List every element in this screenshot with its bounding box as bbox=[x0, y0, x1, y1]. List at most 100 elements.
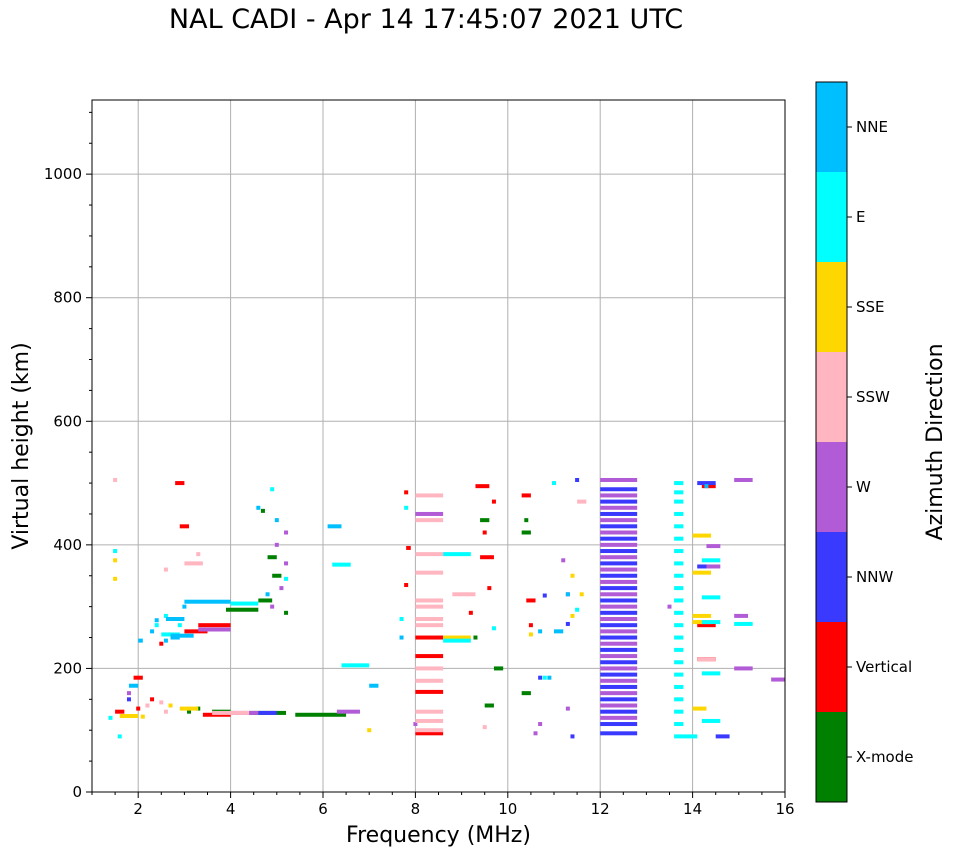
x-tick-label: 10 bbox=[498, 800, 517, 818]
echo-segment-x-mode bbox=[272, 573, 282, 578]
colorbar-tick-label: NNW bbox=[856, 568, 893, 586]
echo-point-ssw bbox=[145, 703, 150, 708]
echo-segment-e bbox=[674, 647, 684, 652]
echo-point-w bbox=[126, 691, 131, 696]
echo-segment-ssw bbox=[415, 493, 444, 498]
echo-point-sse bbox=[113, 558, 118, 563]
echo-point-e bbox=[154, 623, 159, 628]
echo-point-ssw bbox=[113, 477, 118, 482]
echo-segment-nnw bbox=[600, 524, 638, 529]
echo-segment-vertical bbox=[480, 555, 494, 560]
x-tick-label: 12 bbox=[591, 800, 610, 818]
echo-point-w bbox=[538, 722, 543, 727]
echo-segment-nne bbox=[327, 524, 342, 529]
echo-segment-sse bbox=[692, 706, 707, 711]
echo-segment-x-mode bbox=[521, 530, 531, 535]
echo-point-nnw bbox=[542, 593, 547, 598]
colorbar-tick-label: Vertical bbox=[856, 658, 912, 676]
echo-segment-e bbox=[674, 524, 684, 529]
echo-point-nne bbox=[399, 635, 404, 640]
echo-segment-w bbox=[600, 505, 638, 510]
echo-segment-e bbox=[674, 573, 684, 578]
echo-segment-nnw bbox=[600, 487, 638, 492]
colorbar-swatch bbox=[816, 532, 847, 622]
echo-segment-nne bbox=[138, 638, 143, 643]
echo-point-ssw bbox=[163, 709, 168, 714]
echo-segment-vertical bbox=[521, 493, 531, 498]
echo-point-nne bbox=[547, 675, 552, 680]
echo-segment-e bbox=[674, 481, 684, 486]
echo-point-nne bbox=[256, 505, 261, 510]
echo-point-nne bbox=[150, 629, 155, 634]
echo-segment-nne bbox=[165, 617, 185, 621]
echo-segment-ssw bbox=[415, 709, 444, 714]
echo-segment-vertical bbox=[415, 689, 444, 694]
echo-point-e bbox=[404, 505, 409, 510]
echo-segment-nnw bbox=[600, 647, 638, 652]
echo-segment-ssw bbox=[452, 592, 476, 597]
echo-segment-nne bbox=[170, 633, 194, 638]
echo-segment-x-mode bbox=[258, 598, 273, 603]
echo-segment-ssw bbox=[415, 728, 444, 733]
y-tick-label: 400 bbox=[53, 536, 82, 554]
echo-point-w bbox=[533, 731, 538, 736]
echo-segment-nnw bbox=[600, 697, 638, 702]
echo-point-w bbox=[565, 706, 570, 711]
echo-segment-w bbox=[600, 715, 638, 720]
echo-segment-vertical bbox=[415, 635, 444, 640]
echo-point-vertical bbox=[468, 610, 473, 615]
echo-segment-vertical bbox=[406, 545, 411, 550]
echo-segment-nnw bbox=[600, 684, 638, 689]
echo-point-e bbox=[491, 626, 496, 631]
echo-segment-e bbox=[674, 490, 684, 495]
echo-segment-nnw bbox=[715, 734, 730, 739]
echo-segment-nne bbox=[170, 635, 180, 640]
echo-segment-nnw bbox=[600, 586, 638, 591]
echo-segment-nne bbox=[128, 683, 139, 688]
echo-point-nne bbox=[538, 629, 543, 634]
echo-point-ssw bbox=[159, 700, 164, 705]
echo-segment-sse bbox=[692, 613, 712, 618]
echo-segment-w bbox=[706, 544, 721, 549]
echo-segment-w bbox=[600, 579, 638, 584]
echo-segment-w bbox=[600, 703, 638, 708]
echo-segment-ssw bbox=[415, 666, 444, 671]
echo-segment-vertical bbox=[415, 654, 444, 659]
echo-point-w bbox=[284, 530, 289, 535]
echo-segment-w bbox=[600, 530, 638, 535]
echo-segment-e bbox=[230, 601, 259, 606]
echo-segment-w bbox=[734, 666, 753, 671]
echo-point-nne bbox=[274, 518, 279, 523]
echo-point-e bbox=[552, 481, 556, 486]
echo-segment-nnw bbox=[697, 564, 712, 569]
echo-point-nnw bbox=[126, 697, 131, 702]
echo-point-vertical bbox=[404, 583, 409, 588]
echo-segment-ssw bbox=[184, 561, 203, 566]
echo-segment-ssw bbox=[697, 657, 716, 662]
echo-segment-vertical bbox=[701, 484, 716, 489]
echo-segment-e bbox=[674, 734, 698, 739]
echo-point-nnw bbox=[538, 675, 543, 680]
echo-point-sse bbox=[140, 714, 145, 719]
colorbar-tick-label: SSW bbox=[856, 388, 890, 406]
echo-segment-w bbox=[600, 666, 638, 671]
x-tick-label: 2 bbox=[133, 800, 143, 818]
colorbar-tick-label: NNE bbox=[856, 118, 888, 136]
echo-segment-w bbox=[600, 678, 638, 683]
echo-segment-ssw bbox=[415, 552, 444, 557]
x-tick-label: 6 bbox=[318, 800, 328, 818]
echo-segment-sse bbox=[692, 570, 712, 575]
echo-point-vertical bbox=[528, 623, 533, 628]
echo-segment-e bbox=[674, 561, 684, 566]
echo-point-vertical bbox=[159, 641, 164, 646]
echo-segment-e bbox=[674, 635, 684, 640]
echo-point-nnw bbox=[570, 734, 575, 739]
echo-segment-w bbox=[600, 617, 638, 621]
echo-point-x-mode bbox=[284, 610, 289, 615]
echo-segment-x-mode bbox=[225, 607, 259, 612]
echo-point-sse bbox=[367, 728, 372, 733]
echo-point-e bbox=[284, 576, 289, 581]
axis-ticks: 2 4 6 8 10 12 14 16 0 200 400 600 800 1000 bbox=[44, 111, 795, 818]
echo-segment-w bbox=[600, 567, 638, 572]
